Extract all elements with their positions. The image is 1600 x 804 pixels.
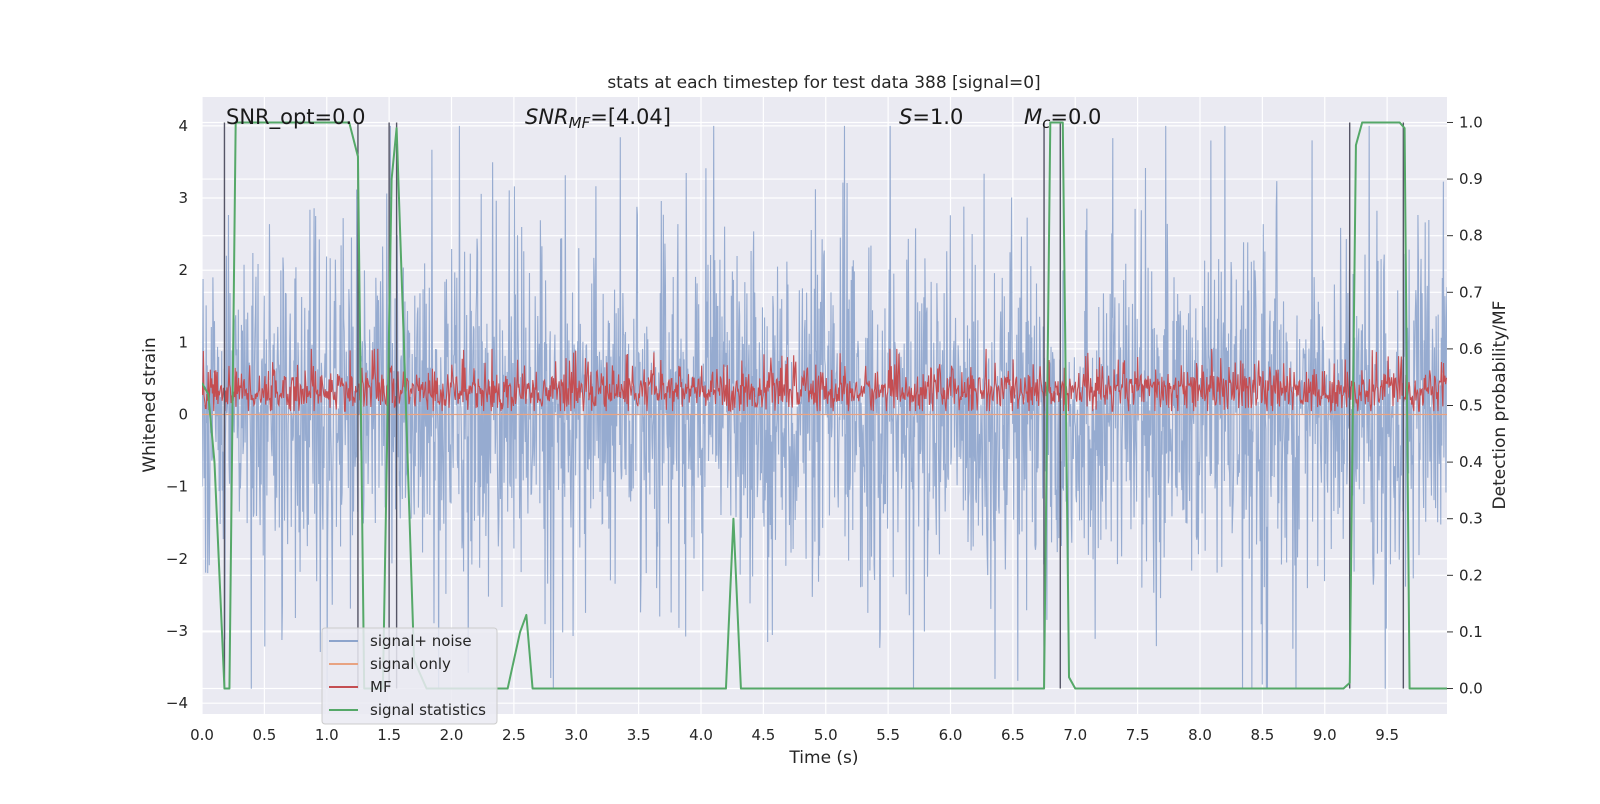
legend-entry-signal-noise: signal+ noise <box>329 632 472 650</box>
series-signal-statistics-line <box>202 121 1447 690</box>
y2-tick-label: 0.8 <box>1459 227 1483 245</box>
y2-tick-label: 0.7 <box>1459 283 1483 301</box>
x-tick-label: 7.5 <box>1126 726 1150 744</box>
y2-tick-label: 0.0 <box>1459 680 1483 698</box>
legend: signal+ noise signal only MF signal stat… <box>321 627 498 725</box>
y-tick-label: 0 <box>178 406 188 424</box>
chart-title: stats at each timestep for test data 388… <box>607 73 1040 93</box>
legend-entry-signal-only: signal only <box>329 655 451 673</box>
y2-tick-label: 0.1 <box>1459 623 1483 641</box>
tick-labels-layer: 0.0 0.5 1.0 1.5 2.0 2.5 3.0 3.5 4.0 4.5 5.0 5.5 6.0 6… <box>166 113 1483 744</box>
y-tick-label: 4 <box>178 117 188 135</box>
x-tick-label: 1.5 <box>377 726 401 744</box>
x-tick-label: 6.5 <box>1001 726 1025 744</box>
x-axis-title: Time (s) <box>788 748 858 768</box>
signal-statistics-series-layer <box>202 121 1447 690</box>
x-tick-label: 4.0 <box>689 726 713 744</box>
x-tick-label: 1.0 <box>315 726 339 744</box>
y2-tick-label: 0.6 <box>1459 340 1483 358</box>
x-tick-label: 8.0 <box>1188 726 1212 744</box>
x-tick-label: 0.5 <box>252 726 276 744</box>
legend-entry-mf: MF <box>329 678 392 696</box>
y-tick-label: −4 <box>166 694 188 712</box>
x-tick-label: 7.0 <box>1063 726 1087 744</box>
legend-label: MF <box>370 678 392 696</box>
y-tick-label: 3 <box>178 189 188 207</box>
y-tick-label: 1 <box>178 333 188 351</box>
detection-vlines-layer <box>223 122 1405 689</box>
y2-axis-title: Detection probability/MF <box>1490 301 1510 510</box>
legend-label: signal statistics <box>370 701 486 719</box>
noise-series-layer <box>202 125 1447 689</box>
annotation-mc: Mc=0.0 <box>1024 105 1101 132</box>
y-tick-label: −2 <box>166 550 188 568</box>
y2-tick-label: 1.0 <box>1459 113 1483 131</box>
x-tick-label: 5.5 <box>876 726 900 744</box>
legend-entry-signal-statistics: signal statistics <box>329 701 486 719</box>
legend-box <box>321 627 498 725</box>
series-mf-line <box>202 348 1447 414</box>
x-tick-label: 9.0 <box>1313 726 1337 744</box>
x-tick-label: 2.5 <box>502 726 526 744</box>
legend-label: signal+ noise <box>370 632 472 650</box>
y2-tick-label: 0.9 <box>1459 170 1483 188</box>
x-tick-label: 5.0 <box>814 726 838 744</box>
y-tick-label: −3 <box>166 622 188 640</box>
y2-tick-label: 0.2 <box>1459 566 1483 584</box>
x-tick-label: 2.0 <box>440 726 464 744</box>
annotation-snr-mf: SNRMF=[4.04] <box>525 105 671 132</box>
annotation-s: S=1.0 <box>899 105 963 129</box>
y2-tick-label: 0.4 <box>1459 453 1483 471</box>
x-tick-label: 0.0 <box>190 726 214 744</box>
y-tick-label: 2 <box>178 261 188 279</box>
x-tick-label: 9.5 <box>1375 726 1399 744</box>
y-tick-label: −1 <box>166 478 188 496</box>
mf-series-layer <box>202 348 1447 414</box>
x-tick-label: 3.0 <box>564 726 588 744</box>
legend-label: signal only <box>370 655 451 673</box>
y2-tick-label: 0.3 <box>1459 510 1483 528</box>
y-axis-title: Whitened strain <box>140 337 160 472</box>
x-tick-label: 3.5 <box>627 726 651 744</box>
x-tick-label: 6.0 <box>939 726 963 744</box>
x-tick-label: 8.5 <box>1250 726 1274 744</box>
series-signal-noise-line <box>202 125 1447 689</box>
annotation-snr-opt: SNR_opt=0.0 <box>226 105 366 130</box>
y2-tick-label: 0.5 <box>1459 397 1483 415</box>
x-tick-label: 4.5 <box>751 726 775 744</box>
